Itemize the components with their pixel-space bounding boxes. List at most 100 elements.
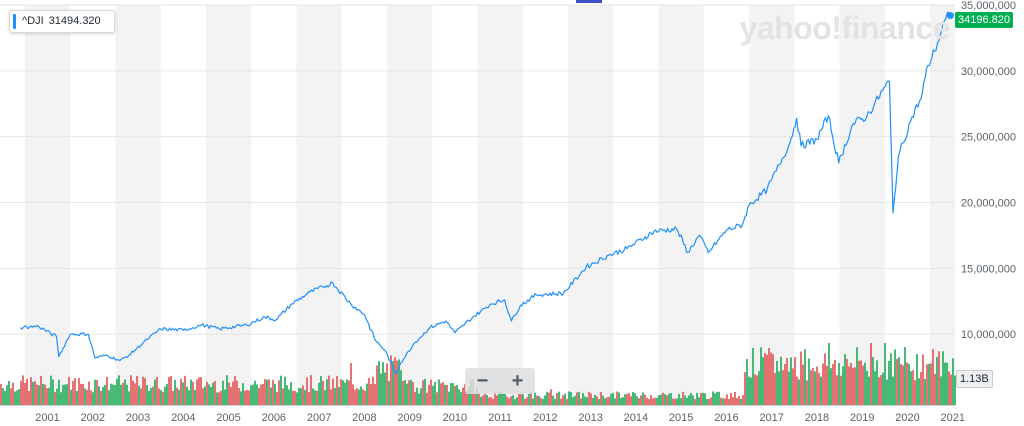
x-tick-label: 2011 [488,412,512,424]
volume-bar [792,368,794,405]
volume-bar [214,380,216,405]
volume-bar [6,385,8,405]
volume-bar [122,382,124,405]
volume-bar [106,376,108,405]
volume-bar [804,349,806,405]
volume-bar [168,377,170,405]
volume-bar [82,383,84,405]
volume-bar [462,387,464,405]
volume-bar [204,386,206,405]
volume-bar [800,351,802,405]
volume-bar [206,381,208,405]
volume-bar [864,362,866,405]
volume-bar [504,393,506,405]
volume-bar [534,392,536,405]
volume-bar [454,385,456,405]
volume-bar [184,375,186,405]
volume-bar [610,393,612,405]
volume-bar [746,359,748,405]
volume-bar [502,393,504,405]
volume-bar [226,375,228,405]
volume-bar [492,398,494,405]
volume-bar [806,380,808,405]
volume-bar [474,393,476,405]
volume-bar [844,354,846,405]
volume-bar [880,375,882,405]
volume-bar [568,391,570,405]
volume-bar [212,382,214,405]
x-tick-label: 2014 [624,412,648,424]
volume-bar [854,367,856,405]
volume-bar [640,395,642,405]
volume-bar [62,384,64,405]
volume-bar [294,390,296,405]
x-tick-label: 2003 [126,412,150,424]
volume-bar [846,358,848,405]
volume-bar [794,357,796,405]
y-tick-label: 20,000,000 [961,198,1016,210]
volume-bar [362,389,364,405]
volume-bar [60,392,62,405]
volume-bar [912,370,914,405]
volume-bar [766,354,768,405]
volume-bar [614,398,616,405]
volume-bar [722,398,724,405]
volume-bar [72,381,74,405]
volume-bar [112,384,114,405]
volume-bar [772,354,774,405]
volume-bar [424,378,426,405]
volume-bar [326,379,328,405]
zoom-out-button[interactable]: − [476,370,489,392]
volume-bar [526,397,528,405]
volume-bar [2,388,4,405]
volume-bar [724,398,726,405]
volume-bar [904,347,906,405]
volume-bar [762,357,764,405]
volume-bar [782,370,784,405]
volume-bar [74,378,76,405]
volume-bar [572,397,574,405]
volume-bar [270,387,272,405]
volume-bar [390,355,392,405]
volume-bar [656,397,658,405]
volume-bar [110,383,112,405]
volume-bar [578,391,580,405]
volume-bar [856,347,858,405]
volume-bar [420,388,422,405]
volume-bar [712,391,714,405]
volume-bar [598,399,600,405]
volume-bar [108,390,110,405]
zoom-in-button[interactable]: + [511,370,524,392]
y-tick-label: 15,000,000 [961,263,1016,275]
volume-bar [242,383,244,405]
volume-bar [626,393,628,405]
volume-bar [54,391,56,405]
volume-bar [518,394,520,405]
volume-bar [690,393,692,405]
volume-bar [696,392,698,405]
year-band [477,5,523,405]
volume-bar [298,388,300,405]
volume-bar [706,399,708,405]
year-band [296,5,342,405]
volume-bar [550,389,552,405]
volume-bar [344,382,346,405]
volume-bar [126,384,128,405]
volume-bar [202,388,204,405]
x-tick-label: 2016 [714,412,738,424]
volume-bar [624,394,626,405]
volume-bar [52,379,54,405]
volume-bar [642,392,644,405]
volume-bar [644,394,646,405]
volume-bar [156,376,158,405]
volume-bar [234,376,236,405]
x-tick-label: 2007 [307,412,331,424]
volume-bar [484,393,486,405]
volume-bar [622,397,624,405]
volume-bar [196,379,198,405]
volume-bar [360,386,362,405]
volume-bar [684,395,686,405]
volume-bar [310,375,312,405]
volume-bar [788,371,790,405]
